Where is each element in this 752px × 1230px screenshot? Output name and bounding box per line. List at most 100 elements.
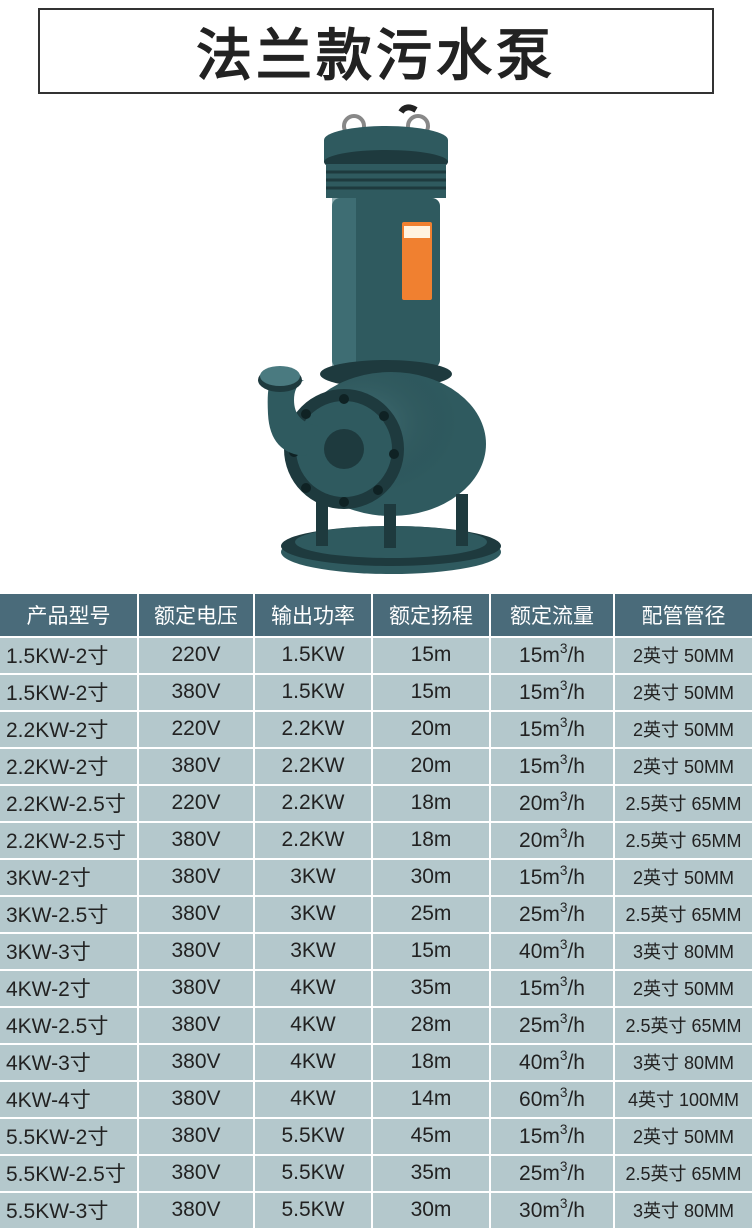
table-cell: 2.2KW [254, 785, 372, 822]
table-cell: 4KW [254, 970, 372, 1007]
table-cell: 14m [372, 1081, 490, 1118]
table-cell: 15m3/h [490, 637, 614, 674]
table-cell: 3英寸 80MM [614, 1192, 752, 1229]
table-cell: 60m3/h [490, 1081, 614, 1118]
table-cell: 25m3/h [490, 1155, 614, 1192]
table-cell: 2.5英寸 65MM [614, 1155, 752, 1192]
table-cell: 380V [138, 1155, 254, 1192]
table-cell: 3KW [254, 933, 372, 970]
table-cell: 2.2KW-2.5寸 [0, 785, 138, 822]
table-cell: 2英寸 50MM [614, 970, 752, 1007]
table-row: 2.2KW-2.5寸220V2.2KW18m20m3/h2.5英寸 65MM [0, 785, 752, 822]
table-cell: 3KW-2寸 [0, 859, 138, 896]
table-cell: 380V [138, 674, 254, 711]
table-cell: 25m3/h [490, 1007, 614, 1044]
table-row: 1.5KW-2寸380V1.5KW15m15m3/h2英寸 50MM [0, 674, 752, 711]
table-cell: 2.2KW-2寸 [0, 711, 138, 748]
table-cell: 3英寸 80MM [614, 1044, 752, 1081]
table-cell: 20m3/h [490, 822, 614, 859]
table-cell: 5.5KW [254, 1192, 372, 1229]
table-cell: 4KW-2寸 [0, 970, 138, 1007]
table-cell: 1.5KW-2寸 [0, 637, 138, 674]
table-cell: 45m [372, 1118, 490, 1155]
table-cell: 2英寸 50MM [614, 674, 752, 711]
table-cell: 15m [372, 933, 490, 970]
table-row: 4KW-2寸380V4KW35m15m3/h2英寸 50MM [0, 970, 752, 1007]
table-cell: 2.2KW-2寸 [0, 748, 138, 785]
table-cell: 380V [138, 859, 254, 896]
table-cell: 4KW [254, 1081, 372, 1118]
table-cell: 220V [138, 785, 254, 822]
spec-table: 产品型号 额定电压 输出功率 额定扬程 额定流量 配管管径 1.5KW-2寸22… [0, 594, 752, 1230]
col-model: 产品型号 [0, 594, 138, 637]
table-cell: 380V [138, 1081, 254, 1118]
table-row: 3KW-2.5寸380V3KW25m25m3/h2.5英寸 65MM [0, 896, 752, 933]
table-cell: 2.5英寸 65MM [614, 822, 752, 859]
page-title: 法兰款污水泵 [196, 11, 556, 92]
table-cell: 15m [372, 637, 490, 674]
table-cell: 2.2KW [254, 822, 372, 859]
table-cell: 380V [138, 748, 254, 785]
table-cell: 2.2KW [254, 748, 372, 785]
table-cell: 4KW [254, 1007, 372, 1044]
col-pipe: 配管管径 [614, 594, 752, 637]
table-cell: 2英寸 50MM [614, 859, 752, 896]
table-cell: 2英寸 50MM [614, 637, 752, 674]
title-box: 法兰款污水泵 [38, 8, 714, 94]
table-cell: 2.2KW [254, 711, 372, 748]
table-row: 3KW-3寸380V3KW15m40m3/h3英寸 80MM [0, 933, 752, 970]
table-cell: 25m [372, 896, 490, 933]
table-cell: 4KW-4寸 [0, 1081, 138, 1118]
col-voltage: 额定电压 [138, 594, 254, 637]
table-cell: 2英寸 50MM [614, 1118, 752, 1155]
table-cell: 1.5KW [254, 637, 372, 674]
table-cell: 2英寸 50MM [614, 711, 752, 748]
table-cell: 30m [372, 859, 490, 896]
table-cell: 20m [372, 748, 490, 785]
table-cell: 25m3/h [490, 896, 614, 933]
table-cell: 380V [138, 896, 254, 933]
table-cell: 2.2KW-2.5寸 [0, 822, 138, 859]
table-cell: 5.5KW [254, 1155, 372, 1192]
table-cell: 15m3/h [490, 970, 614, 1007]
table-cell: 1.5KW [254, 674, 372, 711]
table-cell: 18m [372, 822, 490, 859]
table-row: 3KW-2寸380V3KW30m15m3/h2英寸 50MM [0, 859, 752, 896]
table-row: 4KW-3寸380V4KW18m40m3/h3英寸 80MM [0, 1044, 752, 1081]
table-cell: 20m [372, 711, 490, 748]
table-cell: 3KW [254, 896, 372, 933]
table-cell: 380V [138, 933, 254, 970]
table-cell: 18m [372, 1044, 490, 1081]
table-cell: 40m3/h [490, 933, 614, 970]
table-cell: 1.5KW-2寸 [0, 674, 138, 711]
table-row: 5.5KW-3寸380V5.5KW30m30m3/h3英寸 80MM [0, 1192, 752, 1229]
table-cell: 380V [138, 970, 254, 1007]
table-cell: 5.5KW-2.5寸 [0, 1155, 138, 1192]
table-cell: 15m3/h [490, 859, 614, 896]
table-cell: 4KW [254, 1044, 372, 1081]
table-cell: 220V [138, 711, 254, 748]
product-image [0, 94, 752, 594]
table-row: 5.5KW-2寸380V5.5KW45m15m3/h2英寸 50MM [0, 1118, 752, 1155]
table-cell: 15m3/h [490, 674, 614, 711]
table-cell: 15m3/h [490, 1118, 614, 1155]
col-flow: 额定流量 [490, 594, 614, 637]
table-cell: 15m3/h [490, 748, 614, 785]
table-cell: 15m [372, 674, 490, 711]
table-cell: 2.5英寸 65MM [614, 1007, 752, 1044]
table-row: 1.5KW-2寸220V1.5KW15m15m3/h2英寸 50MM [0, 637, 752, 674]
table-row: 5.5KW-2.5寸380V5.5KW35m25m3/h2.5英寸 65MM [0, 1155, 752, 1192]
table-cell: 4KW-3寸 [0, 1044, 138, 1081]
table-cell: 380V [138, 1192, 254, 1229]
table-cell: 220V [138, 637, 254, 674]
table-cell: 20m3/h [490, 785, 614, 822]
col-power: 输出功率 [254, 594, 372, 637]
table-cell: 30m [372, 1192, 490, 1229]
table-cell: 35m [372, 1155, 490, 1192]
table-cell: 380V [138, 822, 254, 859]
table-cell: 3KW [254, 859, 372, 896]
table-cell: 2英寸 50MM [614, 748, 752, 785]
table-cell: 18m [372, 785, 490, 822]
table-row: 2.2KW-2寸220V2.2KW20m15m3/h2英寸 50MM [0, 711, 752, 748]
table-cell: 5.5KW [254, 1118, 372, 1155]
